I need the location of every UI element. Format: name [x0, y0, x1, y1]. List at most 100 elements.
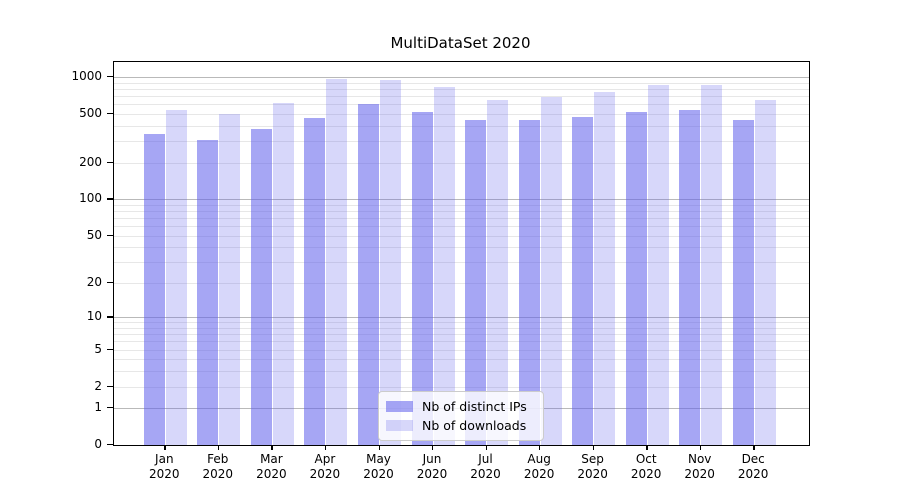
- legend-row: Nb of distinct IPs: [386, 397, 535, 416]
- bar-mar-downloads: [272, 103, 294, 445]
- y-tick-mark: [107, 234, 113, 236]
- y-tick-label: 200: [79, 154, 102, 169]
- y-tick-label: 2: [94, 378, 102, 393]
- x-tick-mark: [485, 445, 487, 450]
- x-tick-label-sep: Sep 2020: [577, 452, 608, 481]
- x-tick-label-oct: Oct 2020: [630, 452, 662, 481]
- x-tick-label-dec: Dec 2020: [737, 452, 769, 481]
- gridline: [114, 96, 809, 97]
- bar-oct-downloads: [647, 85, 669, 445]
- bar-dec-distinct-ips: [732, 119, 754, 445]
- y-tick-mark: [107, 316, 113, 318]
- x-tick-label-mar: Mar 2020: [256, 452, 287, 481]
- gridline: [114, 262, 809, 264]
- gridline: [114, 125, 809, 127]
- gridline: [114, 104, 809, 106]
- y-tick-mark: [107, 348, 113, 350]
- gridline: [114, 328, 809, 329]
- bar-jul-distinct-ips: [465, 119, 486, 445]
- bar-oct-distinct-ips: [625, 111, 647, 445]
- gridline: [114, 217, 809, 219]
- y-tick-label: 100: [79, 191, 102, 206]
- bar-apr-downloads: [326, 78, 348, 445]
- gridline: [114, 322, 809, 324]
- x-tick-label-apr: Apr 2020: [309, 452, 341, 481]
- y-tick-mark: [107, 385, 113, 387]
- y-tick-label: 1000: [71, 69, 102, 83]
- bar-jul-downloads: [487, 99, 508, 445]
- bar-jan-downloads: [165, 109, 187, 445]
- bar-may-distinct-ips: [358, 104, 379, 445]
- y-tick-mark: [107, 161, 113, 163]
- x-tick-label-jul: Jul 2020: [470, 452, 501, 481]
- y-tick-label: 20: [86, 274, 102, 289]
- bar-feb-distinct-ips: [197, 140, 219, 445]
- bar-jun-distinct-ips: [411, 111, 433, 445]
- x-tick-label-may: May 2020: [363, 452, 394, 481]
- legend-swatch-downloads: [386, 420, 413, 431]
- bar-sep-downloads: [594, 91, 616, 445]
- gridline: [114, 317, 809, 319]
- bar-apr-distinct-ips: [304, 117, 326, 445]
- y-tick-label: 1: [94, 400, 102, 415]
- gridline: [114, 226, 809, 227]
- x-tick-mark: [432, 445, 434, 450]
- legend: Nb of distinct IPs Nb of downloads: [378, 391, 544, 441]
- x-tick-mark: [592, 445, 594, 450]
- x-tick-mark: [324, 445, 327, 450]
- legend-label-downloads: Nb of downloads: [422, 418, 527, 433]
- gridline: [114, 210, 809, 212]
- gridline: [114, 235, 809, 237]
- x-tick-label-jun: Jun 2020: [416, 452, 448, 481]
- bar-nov-distinct-ips: [679, 110, 701, 445]
- bar-mar-distinct-ips: [250, 129, 272, 445]
- gridline: [114, 204, 809, 206]
- gridline: [114, 359, 809, 361]
- bar-dec-downloads: [754, 99, 776, 445]
- y-tick-label: 50: [86, 227, 102, 242]
- bar-nov-downloads: [701, 85, 723, 445]
- x-tick-mark: [699, 445, 702, 450]
- bar-jun-downloads: [433, 86, 455, 445]
- gridline: [114, 88, 809, 90]
- gridline: [114, 371, 809, 373]
- gridline: [114, 162, 809, 164]
- y-tick-label: 500: [79, 105, 102, 120]
- bar-sep-distinct-ips: [572, 117, 594, 445]
- y-tick-mark: [107, 444, 113, 446]
- chart-title: MultiDataSet 2020: [390, 34, 531, 52]
- legend-swatch-distinct-ips: [386, 401, 413, 412]
- bar-aug-downloads: [540, 96, 562, 445]
- gridline: [114, 82, 809, 84]
- gridline: [114, 349, 809, 351]
- gridline: [114, 141, 809, 142]
- gridline: [114, 334, 809, 336]
- y-tick-label: 0: [94, 437, 102, 451]
- legend-label-distinct-ips: Nb of distinct IPs: [422, 399, 527, 414]
- gridline: [114, 341, 809, 343]
- gridline: [114, 113, 809, 115]
- y-tick-mark: [107, 198, 113, 200]
- x-tick-label-jan: Jan 2020: [149, 452, 180, 481]
- y-tick-label: 5: [94, 341, 102, 356]
- y-tick-mark: [107, 112, 113, 115]
- y-tick-mark: [107, 76, 113, 78]
- gridline: [114, 386, 809, 388]
- x-tick-mark: [271, 445, 273, 450]
- bar-may-downloads: [380, 80, 401, 445]
- bar-jan-distinct-ips: [143, 134, 165, 445]
- x-tick-mark: [378, 445, 380, 450]
- x-tick-label-feb: Feb 2020: [202, 452, 234, 481]
- gridline: [114, 247, 809, 249]
- y-tick-mark: [107, 407, 113, 409]
- x-tick-mark: [164, 445, 166, 450]
- gridline: [114, 77, 809, 78]
- y-tick-label: 10: [86, 309, 102, 324]
- legend-row: Nb of downloads: [386, 416, 535, 435]
- x-tick-mark: [646, 445, 648, 450]
- gridline: [114, 199, 809, 201]
- x-tick-label-nov: Nov 2020: [684, 452, 715, 481]
- x-tick-mark: [539, 445, 541, 450]
- plot-area: [113, 61, 810, 446]
